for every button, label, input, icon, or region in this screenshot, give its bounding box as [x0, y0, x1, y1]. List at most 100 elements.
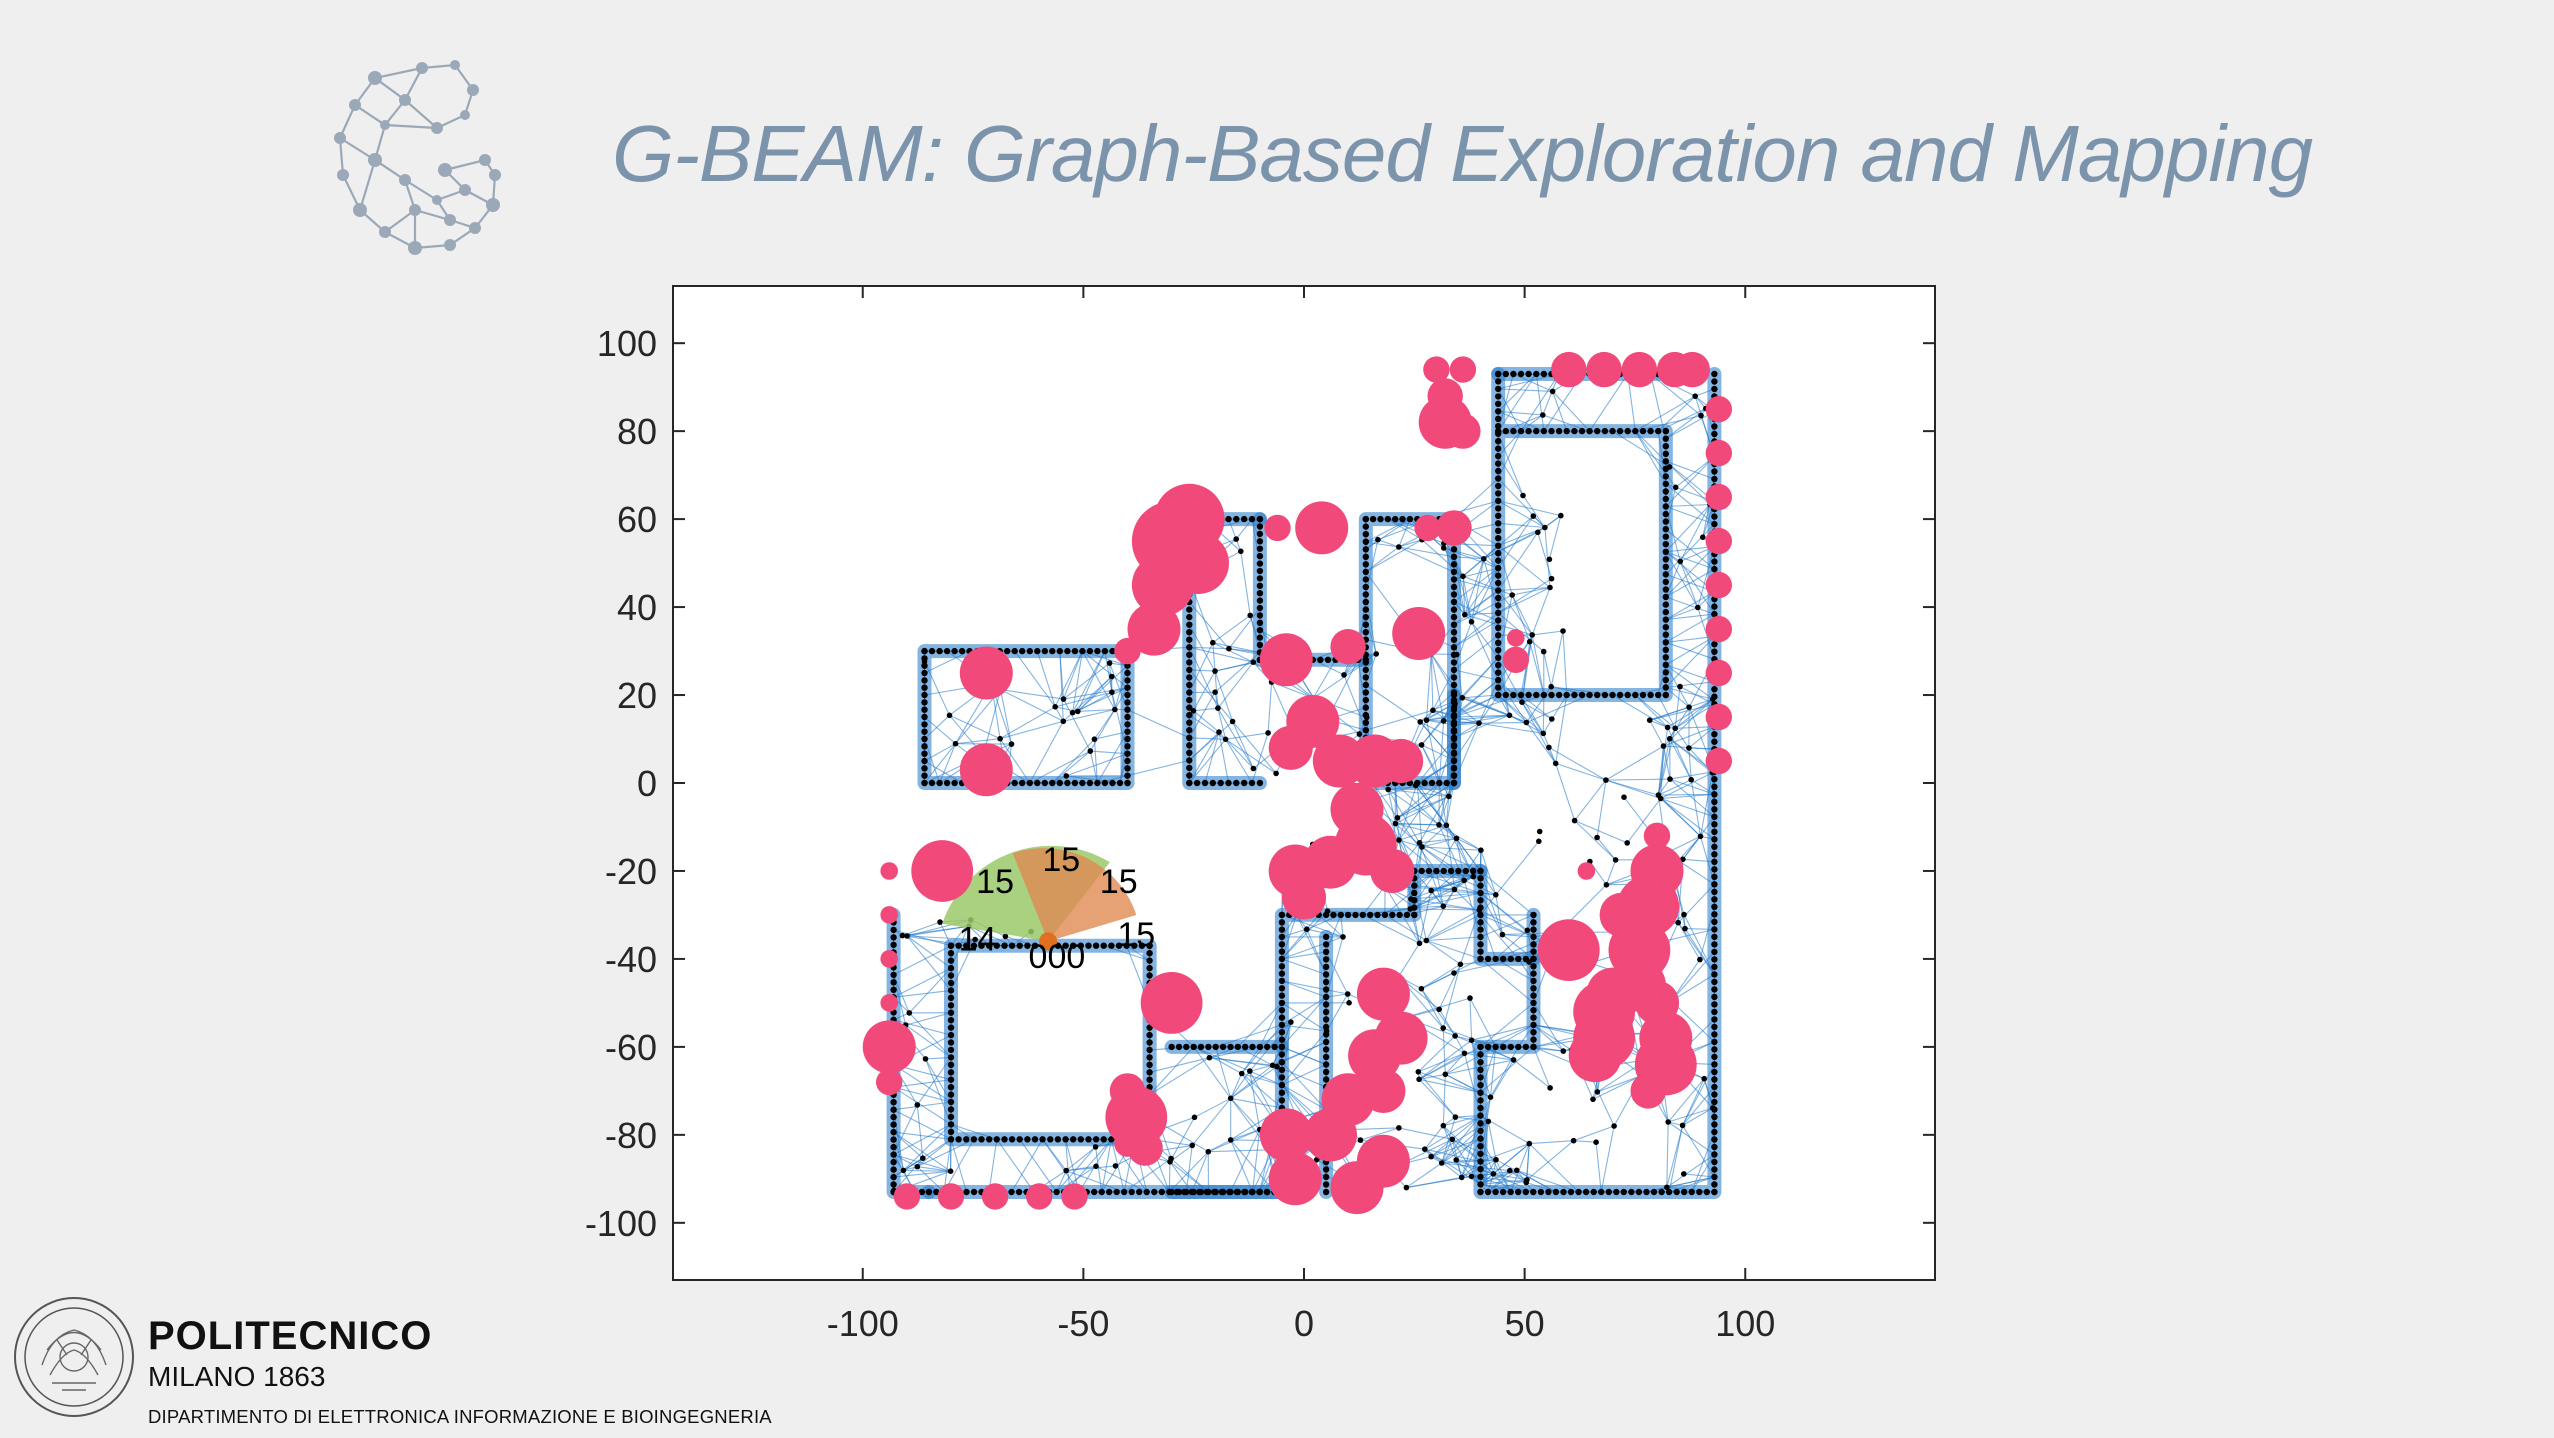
- obstacle-node: [1620, 1188, 1628, 1196]
- graph-node: [1490, 1171, 1497, 1177]
- graph-node: [1324, 908, 1331, 914]
- graph-edge: [1066, 753, 1128, 777]
- obstacle-node: [1450, 681, 1458, 689]
- graph-edge: [1478, 721, 1527, 724]
- graph-node: [1304, 926, 1310, 932]
- graph-node: [1547, 584, 1553, 591]
- frontier-circles: [862, 351, 1733, 1215]
- graph-edge: [1665, 411, 1715, 440]
- obstacle-node: [1322, 993, 1330, 1001]
- sensor-label: 15: [1042, 841, 1080, 879]
- obstacle-node: [1234, 1043, 1242, 1051]
- graph-edge: [1657, 727, 1669, 796]
- obstacle-node: [947, 964, 955, 972]
- obstacle-node: [1278, 955, 1286, 963]
- obstacle-node: [1530, 999, 1537, 1007]
- obstacle-node: [1124, 779, 1131, 787]
- obstacle-node: [1711, 843, 1718, 850]
- obstacle-node: [936, 779, 943, 787]
- graph-edge: [1469, 998, 1473, 1041]
- graph-edge: [1453, 612, 1499, 648]
- obstacle-node: [1344, 911, 1352, 919]
- frontier-circle: [1705, 571, 1733, 599]
- graph-edge: [1660, 797, 1715, 818]
- obstacle-node: [1124, 699, 1131, 706]
- graph-node: [1093, 1163, 1099, 1170]
- obstacle-node: [1711, 836, 1718, 843]
- graph-edge: [1430, 1115, 1481, 1158]
- graph-node: [1446, 793, 1452, 800]
- graph-edge: [1589, 373, 1629, 432]
- frontier-circle: [1445, 413, 1481, 449]
- graph-edge: [1665, 460, 1715, 480]
- obstacle-node: [1278, 1021, 1286, 1029]
- obstacle-node: [1186, 757, 1193, 764]
- obstacle-node: [1575, 1188, 1582, 1196]
- graph-edge: [1081, 650, 1116, 710]
- graph-edge: [1051, 738, 1095, 784]
- graph-node: [1548, 575, 1555, 582]
- obstacle-node: [1578, 691, 1586, 699]
- obstacle-node: [1217, 779, 1224, 787]
- obstacle-node: [1219, 1188, 1227, 1196]
- obstacle-node: [1031, 942, 1039, 949]
- obstacle-node: [1533, 427, 1540, 435]
- graph-node: [1215, 705, 1221, 711]
- obstacle-node: [1650, 1188, 1658, 1196]
- obstacle-node: [1643, 1188, 1650, 1196]
- frontier-circle: [1674, 351, 1711, 388]
- obstacle-node: [1362, 591, 1370, 598]
- obstacle-node: [921, 757, 928, 765]
- graph-node: [1452, 701, 1458, 707]
- obstacle-node: [947, 957, 955, 964]
- obstacle-node: [1049, 779, 1056, 787]
- frontier-circle: [1551, 351, 1587, 388]
- graph-node: [1274, 1063, 1280, 1070]
- graph-edge: [1421, 958, 1481, 990]
- obstacle-node: [1041, 647, 1049, 655]
- obstacle-node: [947, 1017, 955, 1024]
- graph-edge: [1230, 1073, 1243, 1099]
- graph-edge: [1495, 840, 1540, 896]
- obstacle-node: [1450, 568, 1458, 576]
- obstacle-node: [1517, 691, 1525, 699]
- obstacle-node: [1108, 942, 1115, 949]
- obstacle-node: [921, 677, 928, 684]
- graph-edge: [1249, 1071, 1261, 1130]
- obstacle-node: [1571, 691, 1578, 699]
- obstacle-node: [1227, 1188, 1234, 1196]
- frontier-circle: [1507, 629, 1525, 647]
- graph-edge: [1101, 1139, 1112, 1193]
- obstacle-node: [890, 1121, 897, 1128]
- obstacle-node: [936, 647, 943, 655]
- graph-node: [1002, 933, 1009, 940]
- obstacle-node: [1635, 1188, 1643, 1196]
- graph-node: [1710, 696, 1716, 702]
- obstacle-node: [1241, 515, 1248, 523]
- obstacle-node: [1322, 1038, 1330, 1046]
- obstacle-node: [1278, 1059, 1286, 1066]
- obstacle-node: [1517, 370, 1525, 378]
- obstacle-node: [1662, 541, 1670, 548]
- obstacle-node: [1047, 1136, 1054, 1143]
- graph-node: [1468, 1037, 1475, 1043]
- graph-edge: [1480, 1002, 1534, 1048]
- obstacle-node: [947, 1054, 955, 1061]
- obstacle-node: [1124, 735, 1131, 743]
- graph-edge: [1510, 1143, 1530, 1193]
- graph-edge: [1573, 1125, 1615, 1142]
- obstacle-node: [1711, 1166, 1718, 1173]
- obstacle-node: [1205, 1043, 1212, 1051]
- graph-node: [1247, 1068, 1253, 1074]
- graph-node: [1112, 1163, 1119, 1169]
- obstacle-node: [1186, 629, 1193, 636]
- graph-node: [1428, 1153, 1434, 1160]
- graph-edge: [1063, 698, 1091, 752]
- graph-edge: [1562, 630, 1568, 696]
- frontier-circle: [1630, 1073, 1666, 1109]
- obstacle-node: [1062, 942, 1069, 949]
- obstacle-node: [1322, 1188, 1330, 1196]
- obstacle-node: [1186, 613, 1193, 621]
- graph-node: [1462, 611, 1468, 618]
